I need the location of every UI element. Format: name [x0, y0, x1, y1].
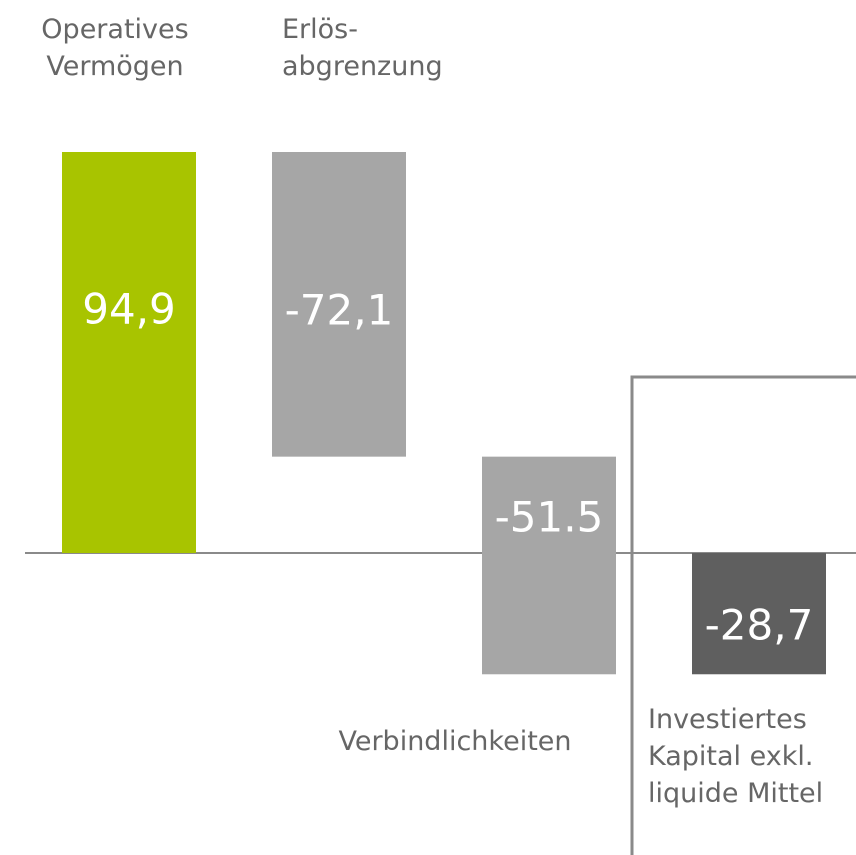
category-line: abgrenzung	[282, 51, 443, 82]
category-label: Operatives Vermögen	[41, 14, 188, 82]
category-label: Erlös-abgrenzung	[282, 14, 443, 82]
bar	[692, 553, 826, 675]
category-line: Erlös-	[282, 14, 358, 45]
category-line: Operatives	[41, 14, 188, 45]
total-bracket	[630, 375, 856, 855]
category-line: Investiertes	[648, 704, 807, 735]
value-label: -28,7	[705, 601, 814, 650]
bar	[482, 456, 616, 675]
bar	[62, 152, 196, 553]
category-line: Verbindlichkeiten	[338, 726, 571, 757]
bar	[272, 152, 406, 457]
category-line: Vermögen	[46, 51, 183, 82]
category-line: liquide Mittel	[648, 778, 823, 809]
category-label: Verbindlichkeiten	[338, 726, 571, 757]
value-label: 94,9	[82, 285, 176, 334]
category-line: Kapital exkl.	[648, 741, 813, 772]
value-label: -51.5	[495, 493, 604, 542]
value-label: -72,1	[285, 286, 394, 335]
category-label: Investiertes Kapital exkl. liquide Mittel	[648, 704, 823, 809]
